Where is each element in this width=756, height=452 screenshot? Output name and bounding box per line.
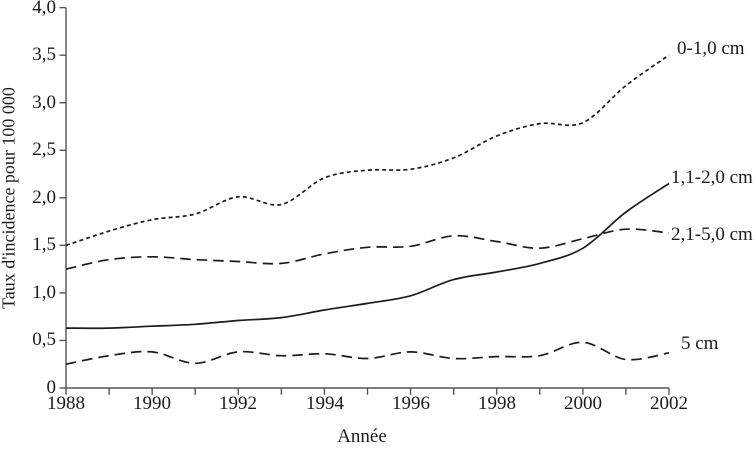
- x-axis-ticks: [65, 388, 670, 395]
- y-axis-ticks: [59, 6, 66, 389]
- x-tick-label: 1988: [47, 393, 85, 414]
- series-line-1: [65, 182, 670, 330]
- x-tick-label: 1994: [306, 393, 344, 414]
- y-tick-label: 3,0: [32, 92, 56, 113]
- axes: [59, 6, 670, 395]
- series-line-3: [65, 341, 670, 366]
- x-tick-label: 2000: [564, 393, 602, 414]
- y-tick-label: 0,5: [32, 329, 56, 350]
- x-tick-label: 1996: [392, 393, 430, 414]
- y-tick-label: 2,5: [32, 139, 56, 160]
- y-tick-label: 4,0: [32, 0, 56, 18]
- y-tick-label: 0: [46, 377, 57, 398]
- series-label-5-cm: 5 cm: [681, 333, 719, 354]
- y-tick-label: 1,5: [32, 234, 56, 255]
- x-tick-label: 1990: [133, 393, 171, 414]
- axis-lines: [65, 7, 669, 389]
- x-tick-label: 1992: [219, 393, 257, 414]
- y-tick-label: 2,0: [32, 187, 56, 208]
- series-line-0: [65, 54, 670, 247]
- x-tick-label: 2002: [650, 393, 688, 414]
- series-line-2: [65, 228, 670, 270]
- series-label-1-1-2-0-cm: 1,1-2,0 cm: [671, 167, 753, 188]
- y-tick-label: 3,5: [32, 44, 56, 65]
- series-label-2-1-5-0-cm: 2,1-5,0 cm: [671, 224, 753, 245]
- y-tick-label: 1,0: [32, 282, 56, 303]
- x-axis-title: Année: [337, 426, 387, 447]
- x-tick-label: 1998: [478, 393, 516, 414]
- series-label-0-1-0-cm: 0-1,0 cm: [677, 38, 745, 59]
